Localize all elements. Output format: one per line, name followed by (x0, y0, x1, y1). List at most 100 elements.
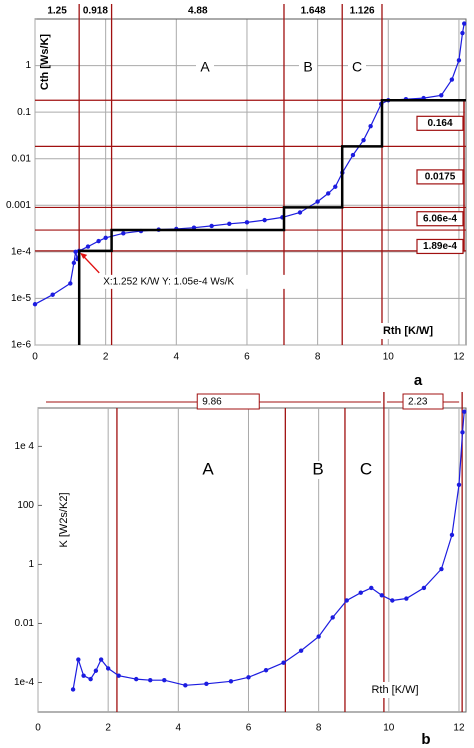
data-point (227, 221, 232, 227)
data-point (330, 615, 335, 620)
region-label: A (200, 59, 210, 75)
data-point (116, 673, 121, 678)
data-point (361, 137, 366, 143)
step-line (77, 99, 466, 345)
x-tick-label: 6 (246, 723, 252, 734)
data-point (344, 598, 349, 603)
data-point (439, 93, 444, 98)
data-point (297, 210, 303, 215)
data-point (148, 677, 153, 683)
y-tick-label: 0.1 (17, 107, 31, 118)
data-point (390, 598, 395, 603)
y-tick-label: 0.01 (12, 153, 32, 164)
step-box (416, 115, 464, 131)
segment-label: 1.648 (301, 6, 326, 17)
data-point (456, 482, 462, 487)
data-point (404, 596, 409, 601)
data-point (88, 676, 93, 682)
data-point (81, 673, 86, 678)
x-tick-label: 10 (383, 352, 395, 363)
panel-label: b (421, 731, 430, 748)
x-tick-label: 2 (103, 352, 109, 363)
data-point (71, 260, 77, 266)
data-point (350, 152, 356, 158)
y-tick-label: 1e 4 (15, 441, 35, 452)
data-point (449, 77, 455, 82)
region-label: C (360, 459, 372, 478)
data-point (204, 681, 209, 687)
x-tick-label: 0 (32, 352, 38, 363)
region-label: B (312, 459, 323, 478)
data-point (456, 58, 462, 63)
data-point (103, 235, 108, 241)
step-box (416, 169, 464, 185)
data-point (105, 666, 111, 671)
data-point (228, 679, 234, 684)
region-bg (309, 461, 327, 479)
data-point (358, 590, 363, 595)
x-tick-label: 4 (176, 723, 182, 734)
x-label-bg (359, 682, 431, 698)
step-label: 1.89e-4 (423, 241, 457, 252)
data-point (121, 231, 126, 236)
data-point (462, 409, 467, 414)
x-axis-label: Rth [K/W] (383, 325, 433, 337)
data-point (93, 668, 99, 673)
data-point (262, 217, 267, 223)
data-point (244, 220, 250, 225)
y-tick-label: 1e-5 (11, 293, 31, 304)
y-tick-label: 1 (25, 60, 31, 71)
data-point (162, 677, 167, 683)
segment-label: 1.25 (47, 6, 67, 17)
x-tick-label: 6 (244, 352, 250, 363)
data-point (70, 687, 76, 692)
data-point (263, 668, 269, 673)
segment-label: 9.86 (202, 397, 222, 408)
segment-label: 2.23 (408, 397, 428, 408)
data-point (368, 123, 373, 129)
data-point (134, 676, 139, 682)
step-label: 6.06e-4 (423, 213, 457, 224)
data-point (68, 281, 73, 286)
data-point (281, 660, 286, 665)
region-bg (357, 461, 375, 479)
x-tick-label: 0 (35, 723, 41, 734)
data-point (183, 683, 188, 688)
x-tick-label: 12 (453, 723, 465, 734)
data-point (462, 21, 467, 26)
data-point (98, 657, 104, 662)
data-point (315, 199, 320, 204)
segment-label: 4.88 (188, 6, 208, 17)
data-point (460, 30, 465, 36)
data-point (326, 191, 331, 196)
step-label: 0.0175 (425, 172, 456, 183)
data-point (379, 593, 385, 598)
y-axis-label: Cth [Ws/K] (39, 34, 51, 91)
data-point (449, 532, 455, 538)
y-tick-label: 1e-4 (11, 246, 31, 257)
data-point (76, 657, 81, 662)
plot-area (34, 18, 467, 346)
x-tick-label: 8 (315, 352, 321, 363)
panel-label: a (414, 372, 423, 389)
x-tick-label: 12 (453, 352, 465, 363)
plot-area (37, 407, 467, 713)
data-point (73, 249, 78, 255)
y-tick-label: 0.001 (6, 200, 31, 211)
data-point (369, 585, 374, 591)
x-axis-label: Rth [K/W] (371, 684, 418, 696)
cursor-box (101, 274, 287, 289)
region-bg (196, 59, 214, 77)
region-bg (199, 461, 217, 479)
step-box (416, 211, 464, 227)
region-bg (299, 59, 317, 77)
segment-box (402, 393, 444, 410)
cursor-arrow-head (80, 252, 88, 259)
step-box (416, 238, 464, 255)
x-tick-label: 4 (174, 352, 180, 363)
data-point (246, 675, 251, 680)
y-tick-label: 100 (17, 500, 34, 511)
y-tick-label: 1e-4 (14, 677, 34, 688)
region-bg (348, 59, 366, 77)
data-point (421, 585, 427, 591)
